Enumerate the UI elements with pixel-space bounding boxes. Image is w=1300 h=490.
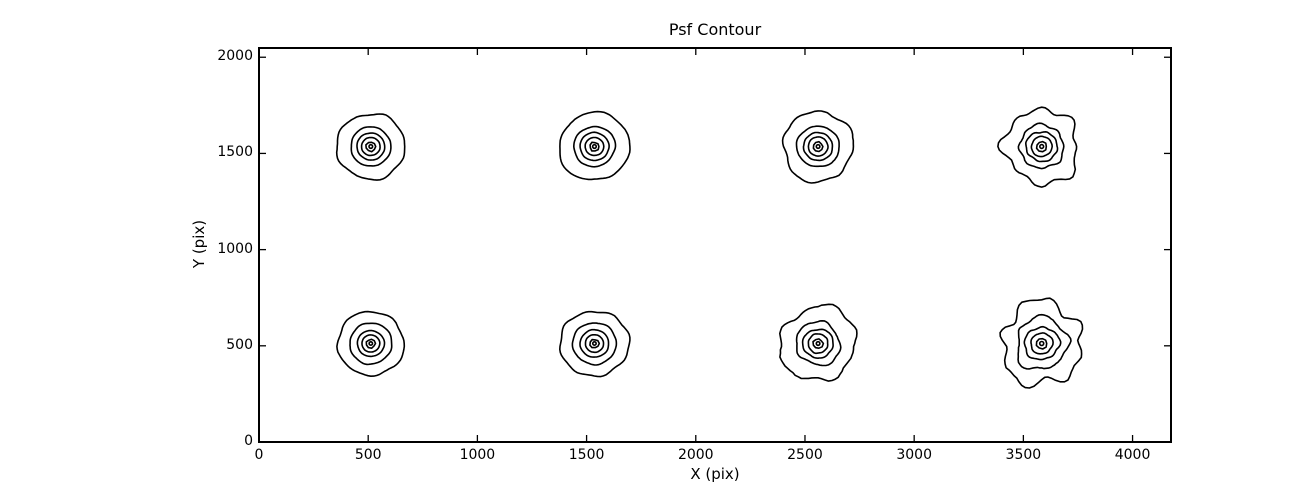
x-tick-label: 1500: [568, 447, 605, 463]
y-tick-label: 2000: [217, 48, 253, 65]
contour-ring: [365, 338, 377, 349]
contour-ring: [584, 136, 605, 157]
contour-ring: [579, 328, 610, 358]
axes-box: [258, 47, 1172, 443]
contour-ring: [360, 136, 381, 157]
contour-ring: [559, 110, 631, 181]
contour-ring: [1030, 332, 1054, 355]
contour-ring: [795, 125, 840, 168]
contour-ring: [781, 110, 855, 184]
x-tick-label: 1000: [459, 447, 496, 463]
x-tick-label: 3500: [1005, 447, 1042, 463]
contour-ring: [368, 340, 374, 346]
contour-ring: [807, 333, 829, 355]
contour-ring: [356, 329, 386, 358]
contour-ring: [1030, 135, 1053, 158]
contour-ring: [350, 126, 392, 167]
contour-ring: [1017, 122, 1065, 170]
y-tick-label: 1500: [217, 144, 253, 161]
contour-ring: [356, 132, 386, 161]
contour-ring: [807, 136, 829, 157]
contour-ring: [584, 334, 605, 354]
contour-ring: [1039, 143, 1045, 150]
x-tick-label: 2000: [677, 447, 714, 463]
contour-ring: [361, 334, 381, 353]
x-axis-label: X (pix): [690, 465, 740, 483]
contour-ring: [591, 340, 597, 346]
x-tick-label: 2500: [787, 447, 823, 463]
x-tick-label: 3000: [896, 447, 932, 463]
contour-ring: [589, 141, 600, 152]
contour-ring: [1035, 140, 1048, 153]
contour-ring: [815, 340, 821, 347]
contour-ring: [335, 113, 406, 181]
contour-ring: [559, 310, 631, 378]
contour-ring: [812, 338, 825, 349]
y-tick-label: 500: [226, 336, 253, 353]
contour-ring: [802, 131, 834, 162]
contour-ring: [1038, 340, 1045, 347]
contour-ring: [571, 322, 618, 366]
contour-ring: [999, 297, 1084, 389]
contour-ring: [1035, 337, 1048, 350]
x-tick-label: 4000: [1114, 447, 1151, 463]
contour-ring: [815, 143, 821, 150]
contour-ring: [997, 106, 1078, 188]
contour-ring: [1025, 131, 1059, 163]
contour-ring: [1023, 325, 1062, 361]
contour-ring: [579, 131, 610, 162]
y-tick-label: 0: [244, 433, 253, 449]
x-tick-label: 0: [254, 447, 264, 463]
y-tick-label: 1000: [217, 240, 253, 257]
contour-ring: [1017, 313, 1072, 370]
contour-ring: [365, 141, 377, 153]
contour-ring: [349, 322, 393, 366]
plot-title: Psf Contour: [668, 20, 762, 39]
contour-ring: [812, 140, 824, 153]
contour-ring: [589, 338, 601, 349]
contour-ring: [368, 143, 374, 150]
contour-ring: [591, 143, 598, 150]
x-tick-label: 500: [354, 447, 382, 463]
contour-ring: [573, 125, 617, 168]
contour-ring: [336, 310, 406, 377]
contour-ring: [801, 328, 834, 359]
contour-ring: [779, 303, 858, 382]
contour-ring: [795, 320, 842, 367]
